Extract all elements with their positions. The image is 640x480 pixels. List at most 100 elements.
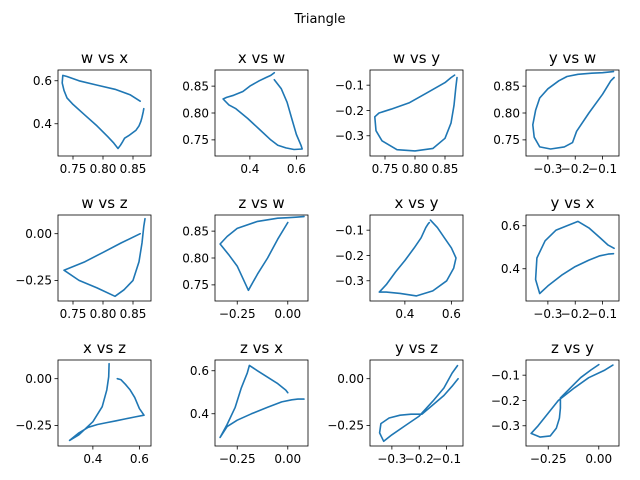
series-line xyxy=(378,219,457,297)
subplot-title: x vs w xyxy=(238,49,285,67)
x-tick-label: −0.1 xyxy=(588,307,617,321)
y-tick-label: −0.1 xyxy=(335,223,364,237)
x-tick-label: 0.4 xyxy=(395,307,414,321)
series-line xyxy=(68,362,145,442)
subplot-4: w vs z 0.75 0.80 0.85 0.00 −0.25 xyxy=(15,194,152,321)
series-line xyxy=(534,220,615,295)
x-tick-label: 0.6 xyxy=(442,307,461,321)
subplot-3: y vs w −0.3−0.2−0.1 0.75 0.80 0.85 xyxy=(493,49,620,176)
figure-suptitle: Triangle xyxy=(293,12,345,27)
subplot-title: x vs y xyxy=(395,194,439,212)
x-tick-label: −0.2 xyxy=(561,307,590,321)
x-tick-label: 0.75 xyxy=(60,307,87,321)
y-tick-label: −0.25 xyxy=(15,274,52,288)
series-line xyxy=(378,364,459,443)
x-tick-label: −0.2 xyxy=(561,162,590,176)
axes-frame xyxy=(369,214,464,302)
x-tick-label: 0.75 xyxy=(60,162,87,176)
y-tick-label: −0.3 xyxy=(491,419,520,433)
subplot-title: y vs w xyxy=(549,49,596,67)
subplot-title: w vs x xyxy=(81,49,128,67)
x-tick-label: −0.25 xyxy=(219,307,256,321)
axes-frame xyxy=(57,359,152,447)
axes-frame xyxy=(57,69,152,157)
x-tick-label: −0.1 xyxy=(432,452,461,466)
y-tick-label: 0.75 xyxy=(182,278,209,292)
x-tick-label: 0.4 xyxy=(240,162,259,176)
y-tick-label: 0.4 xyxy=(501,262,520,276)
subplot-0: w vs x 0.75 0.80 0.85 0.4 0.6 xyxy=(33,49,152,176)
axes-frame xyxy=(525,359,620,447)
x-tick-label: −0.1 xyxy=(588,162,617,176)
subplot-title: x vs z xyxy=(83,339,126,357)
y-tick-label: 0.80 xyxy=(493,106,520,120)
x-tick-label: 0.75 xyxy=(372,162,399,176)
subplot-title: w vs z xyxy=(81,194,127,212)
y-tick-label: 0.85 xyxy=(182,79,209,93)
subplot-title: z vs y xyxy=(551,339,594,357)
y-tick-label: −0.2 xyxy=(335,104,364,118)
y-tick-label: 0.6 xyxy=(33,74,52,88)
x-tick-label: 0.80 xyxy=(90,307,117,321)
subplot-grid: w vs x0.75 0.80 0.850.40.6x vs w0.4 0.60.75… xyxy=(15,49,620,466)
subplot-1: x vs w 0.4 0.6 0.75 0.80 0.85 xyxy=(182,49,309,176)
subplot-8: x vs z 0.4 0.6 0.00 −0.25 xyxy=(15,339,152,466)
subplot-7: y vs x −0.3−0.2−0.1 0.4 0.6 xyxy=(501,194,620,321)
subplot-6: x vs y 0.4 0.6 −0.1 −0.2 −0.3 xyxy=(335,194,464,321)
y-tick-label: 0.00 xyxy=(25,227,52,241)
series-line xyxy=(222,71,304,151)
y-tick-label: 0.6 xyxy=(501,219,520,233)
y-tick-label: 0.80 xyxy=(182,251,209,265)
subplot-title: z vs x xyxy=(240,339,283,357)
subplot-9: z vs x −0.25 0.00 0.4 0.6 xyxy=(190,339,309,466)
series-line xyxy=(61,74,145,150)
y-tick-label: 0.75 xyxy=(182,133,209,147)
x-tick-label: −0.2 xyxy=(405,452,434,466)
y-tick-label: −0.1 xyxy=(335,78,364,92)
y-tick-label: −0.3 xyxy=(335,129,364,143)
x-tick-label: −0.25 xyxy=(219,452,256,466)
x-tick-label: 0.85 xyxy=(432,162,459,176)
series-line xyxy=(63,217,146,298)
y-tick-label: −0.2 xyxy=(491,394,520,408)
x-tick-label: 0.85 xyxy=(120,162,147,176)
y-tick-label: 0.85 xyxy=(182,224,209,238)
y-tick-label: −0.3 xyxy=(335,274,364,288)
subplot-11: z vs y −0.25 0.00 −0.1 −0.2 −0.3 xyxy=(491,339,620,466)
x-tick-label: −0.3 xyxy=(533,162,562,176)
subplot-title: y vs z xyxy=(395,339,438,357)
y-tick-label: 0.85 xyxy=(493,79,520,93)
series-line xyxy=(219,364,305,439)
axes-frame xyxy=(57,214,152,302)
subplot-10: y vs z −0.3−0.2−0.1 0.00 −0.25 xyxy=(327,339,464,466)
series-line xyxy=(531,70,615,150)
x-tick-label: −0.3 xyxy=(533,307,562,321)
subplot-title: w vs y xyxy=(393,49,440,67)
y-tick-label: −0.2 xyxy=(335,249,364,263)
x-tick-label: 0.85 xyxy=(120,307,147,321)
subplot-2: w vs y 0.75 0.80 0.85 −0.1 −0.2 −0.3 xyxy=(335,49,464,176)
x-tick-label: 0.6 xyxy=(130,452,149,466)
y-tick-label: 0.75 xyxy=(493,133,520,147)
y-tick-label: 0.00 xyxy=(25,372,52,386)
x-tick-label: 0.80 xyxy=(90,162,117,176)
x-tick-label: 0.80 xyxy=(402,162,429,176)
series-line xyxy=(530,363,614,438)
y-tick-label: 0.4 xyxy=(190,407,209,421)
y-tick-label: 0.4 xyxy=(33,117,52,131)
subplot-title: z vs w xyxy=(238,194,284,212)
y-tick-label: −0.25 xyxy=(15,419,52,433)
y-tick-label: 0.80 xyxy=(182,106,209,120)
y-tick-label: −0.1 xyxy=(491,368,520,382)
x-tick-label: 0.00 xyxy=(585,452,612,466)
x-tick-label: 0.6 xyxy=(287,162,306,176)
subplot-5: z vs w −0.25 0.00 0.75 0.80 0.85 xyxy=(182,194,309,321)
y-tick-label: 0.6 xyxy=(190,364,209,378)
subplot-title: y vs x xyxy=(551,194,595,212)
axes-frame xyxy=(525,214,620,302)
x-tick-label: −0.25 xyxy=(530,452,567,466)
axes-frame xyxy=(214,359,309,447)
x-tick-label: −0.3 xyxy=(377,452,406,466)
